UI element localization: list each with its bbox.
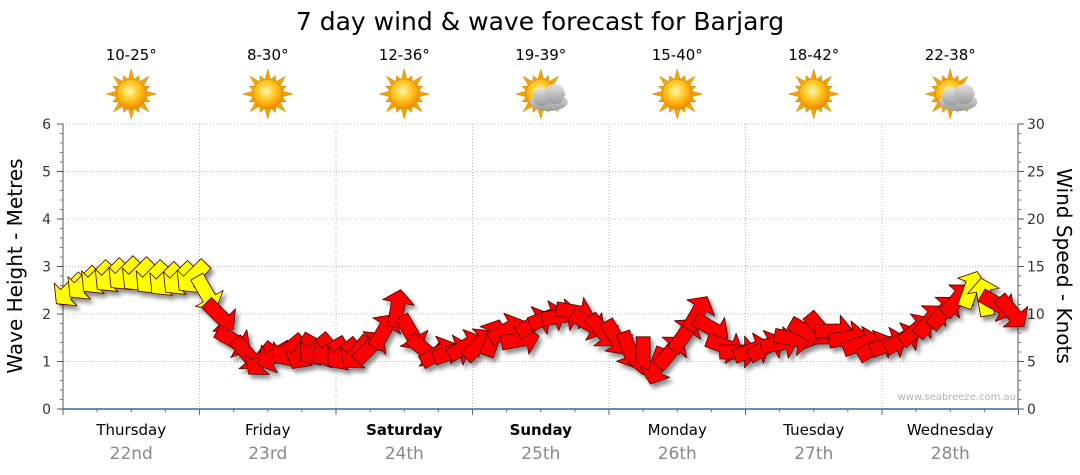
day-date: 25th (521, 444, 560, 464)
day-date: 26th (658, 444, 697, 464)
sun-icon (378, 68, 431, 120)
sun-cloud-icon (924, 68, 978, 120)
right-tick-label: 15 (1027, 260, 1045, 276)
temperature-range: 15-40° (652, 46, 703, 64)
sun-icon (105, 68, 158, 120)
temperature-range: 19-39° (515, 46, 566, 64)
left-tick-label: 5 (42, 165, 51, 181)
right-tick-label: 10 (1027, 307, 1045, 323)
daily-temperatures: 10-25° 8-30° 12-36° 19-39° 15-40° 18-42° 22-38… (106, 46, 976, 64)
grid-lines (63, 123, 1018, 409)
left-axis-label: Wave Height - Metres (3, 158, 27, 373)
sun-icon (787, 68, 840, 120)
left-tick-label: 2 (42, 307, 51, 323)
right-axis-label: Wind Speed - Knots (1052, 168, 1076, 364)
day-name: Monday (648, 421, 707, 439)
day-date: 27th (794, 444, 833, 464)
day-date: 22nd (110, 444, 153, 464)
day-name: Thursday (95, 421, 166, 439)
day-date: 23rd (248, 444, 287, 464)
watermark: www.seabreeze.com.au (898, 392, 1016, 403)
right-axis-ticks: 0 5 10 15 20 25 30 (1018, 117, 1045, 418)
left-tick-label: 6 (42, 117, 51, 133)
left-tick-label: 3 (42, 260, 51, 276)
sun-cloud-icon (514, 68, 568, 120)
day-name: Friday (245, 421, 291, 439)
right-tick-label: 30 (1027, 117, 1045, 133)
day-name: Tuesday (782, 421, 844, 439)
day-name: Saturday (366, 421, 443, 439)
sun-icon (241, 68, 294, 120)
day-date: 28th (931, 444, 970, 464)
day-date: 24th (385, 444, 424, 464)
temperature-range: 8-30° (247, 46, 289, 64)
temperature-range: 12-36° (379, 46, 430, 64)
left-tick-label: 0 (42, 402, 51, 418)
right-tick-label: 20 (1027, 212, 1045, 228)
wind-arrows (53, 255, 1029, 385)
left-tick-label: 1 (42, 355, 51, 371)
day-labels: Thursday 22nd Friday 23rd Saturday 24th Sunday… (95, 421, 993, 464)
weather-icons (105, 68, 978, 120)
sun-icon (651, 68, 704, 120)
temperature-range: 22-38° (925, 46, 976, 64)
wind-arrow (993, 292, 1029, 328)
left-tick-label: 4 (42, 212, 51, 228)
right-tick-label: 25 (1027, 165, 1045, 181)
temperature-range: 18-42° (788, 46, 839, 64)
right-tick-label: 0 (1027, 402, 1036, 418)
day-name: Sunday (510, 421, 573, 439)
day-name: Wednesday (907, 421, 994, 439)
chart-title: 7 day wind & wave forecast for Barjarg (296, 7, 784, 36)
right-tick-label: 5 (1027, 355, 1036, 371)
left-axis-ticks: 0 1 2 3 4 5 6 (42, 117, 63, 418)
temperature-range: 10-25° (106, 46, 157, 64)
